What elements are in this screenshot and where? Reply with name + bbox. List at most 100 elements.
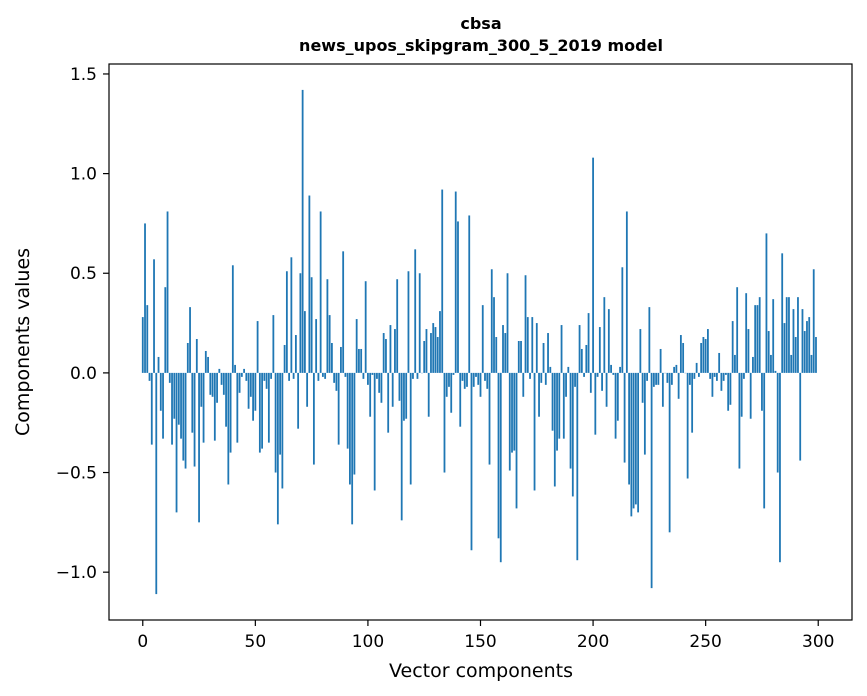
bar xyxy=(340,346,342,373)
bar xyxy=(454,191,457,373)
bar xyxy=(159,372,162,411)
bar xyxy=(403,372,405,421)
bar xyxy=(743,372,745,379)
bar xyxy=(184,372,187,469)
y-tick-label: 1.0 xyxy=(70,165,97,185)
y-tick-label: 0.5 xyxy=(70,264,97,284)
y-tick-label: 1.5 xyxy=(70,65,97,85)
bar xyxy=(734,354,736,373)
bar xyxy=(625,211,628,373)
bar xyxy=(238,372,241,393)
bar xyxy=(312,372,315,465)
bar xyxy=(166,211,169,373)
bar xyxy=(765,233,768,373)
bar xyxy=(650,372,653,589)
bar xyxy=(695,362,698,373)
bar xyxy=(488,372,491,465)
bar xyxy=(425,329,428,373)
bar xyxy=(540,372,543,383)
bar xyxy=(164,287,167,373)
bar xyxy=(144,223,146,373)
bar xyxy=(439,311,441,373)
bar xyxy=(405,372,408,419)
bar xyxy=(434,327,437,373)
bar xyxy=(513,372,516,451)
bar xyxy=(752,356,754,373)
bar xyxy=(634,372,637,505)
bar xyxy=(522,372,525,397)
bar xyxy=(445,372,448,397)
bar xyxy=(659,348,662,373)
bar xyxy=(767,331,770,373)
bar xyxy=(218,368,221,373)
bar xyxy=(229,372,232,453)
bar xyxy=(702,337,705,373)
bar xyxy=(538,372,540,417)
bar xyxy=(567,366,570,373)
bar xyxy=(175,372,178,513)
bar xyxy=(452,372,455,375)
bar xyxy=(772,299,775,373)
bar xyxy=(200,372,203,407)
bar xyxy=(497,372,500,539)
bar xyxy=(301,89,304,373)
bar xyxy=(815,337,817,373)
bar xyxy=(369,372,372,417)
bar xyxy=(511,372,513,453)
bar xyxy=(619,366,621,373)
bar xyxy=(810,354,813,373)
bar xyxy=(279,372,282,455)
bar xyxy=(754,305,757,373)
bar xyxy=(281,372,284,489)
bar xyxy=(614,372,617,439)
bar xyxy=(216,372,218,403)
bar xyxy=(362,372,365,379)
bar xyxy=(722,372,725,381)
bar xyxy=(781,253,784,373)
bar xyxy=(605,372,608,407)
bar xyxy=(231,265,234,373)
bar xyxy=(243,368,245,373)
bar xyxy=(376,372,378,379)
y-tick-label: −1.0 xyxy=(56,563,97,583)
bar xyxy=(394,329,396,373)
bar xyxy=(686,372,689,479)
bar xyxy=(547,333,549,373)
bar xyxy=(560,325,563,373)
bar xyxy=(673,366,676,373)
bar xyxy=(517,341,520,373)
bar xyxy=(490,269,493,373)
bar xyxy=(616,372,619,421)
bar xyxy=(258,372,261,453)
x-tick-label: 200 xyxy=(577,632,609,652)
bar xyxy=(189,307,191,373)
bar xyxy=(648,307,651,373)
x-axis: 0 50 100 150 200 250 300 xyxy=(137,620,834,652)
bar xyxy=(632,372,635,509)
bar xyxy=(709,372,712,379)
bar xyxy=(211,372,214,397)
bar xyxy=(346,372,349,449)
bar xyxy=(745,293,748,373)
bar xyxy=(558,372,561,439)
bar xyxy=(461,372,464,381)
bar xyxy=(418,273,421,373)
bar xyxy=(549,366,552,373)
bar xyxy=(387,372,390,433)
bar xyxy=(740,372,743,417)
bar xyxy=(623,372,626,463)
bar xyxy=(448,372,450,387)
bar xyxy=(371,372,374,375)
bar xyxy=(150,372,153,445)
bar xyxy=(430,333,432,373)
bar xyxy=(389,325,392,373)
bar xyxy=(776,372,779,473)
bar xyxy=(180,372,182,439)
bar xyxy=(526,317,529,373)
bar xyxy=(380,372,383,403)
bar xyxy=(306,372,309,407)
bar xyxy=(254,372,257,411)
bar xyxy=(202,372,205,443)
bar xyxy=(351,372,354,525)
